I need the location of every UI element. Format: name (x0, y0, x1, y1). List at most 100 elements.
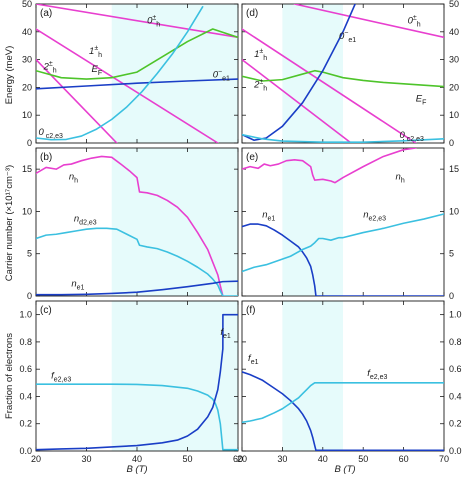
ylabel-carrier: Carrier number (×10¹⁷cm⁻³) (4, 165, 15, 281)
series-line-a_0h (36, 4, 238, 39)
ytick-label: 5 (449, 249, 454, 259)
panel-label-a: (a) (40, 8, 52, 19)
ytick-label: 40 (22, 27, 32, 37)
ytick-label: 0.8 (449, 337, 462, 347)
ytick-label: 1.0 (449, 310, 462, 320)
ytick-label: 0.0 (19, 446, 32, 456)
axes-frames (35, 3, 445, 452)
shaded-regions (111, 4, 343, 451)
series-line-e_nc (242, 213, 444, 273)
panel-label-e: (e) (246, 152, 258, 163)
series-line-a_e1 (36, 78, 238, 90)
ytick-label: 0.2 (19, 419, 32, 429)
xtick-label: 60 (399, 454, 409, 464)
series-line-a_2h (36, 58, 118, 143)
ytick-label: 50 (449, 0, 459, 9)
xtick-label: 40 (132, 454, 142, 464)
ytick-label: 1.0 (19, 310, 32, 320)
series-label: nh (396, 171, 405, 184)
panel-label-f: (f) (246, 305, 255, 316)
plot-frame-d (241, 3, 445, 144)
ytick-label: 15 (22, 164, 32, 174)
series-line-f_fe (242, 371, 444, 451)
ytick-label: 0 (27, 291, 32, 301)
ytick-label: 30 (22, 55, 32, 65)
ytick-label: 0.2 (449, 419, 462, 429)
xtick-label: 50 (358, 454, 368, 464)
series-label: 0±h (147, 14, 160, 28)
series-label: fe1 (220, 327, 231, 340)
xlabel-right: B (T) (334, 464, 355, 475)
ytick-label: 40 (449, 27, 459, 37)
ylabel-energy: Energy (meV) (4, 46, 15, 105)
shade-region-f (282, 301, 343, 451)
xtick-label: 40 (318, 454, 328, 464)
series-label: ne1 (262, 209, 275, 222)
series-label: nh (69, 171, 78, 184)
series-line-f_fc (242, 382, 444, 424)
ytick-label: 5 (27, 249, 32, 259)
ytick-label: 20 (449, 82, 459, 92)
xtick-label: 20 (31, 454, 41, 464)
ytick-label: 0.6 (449, 364, 462, 374)
series-label: 1±h (254, 48, 267, 62)
ytick-label: 0 (449, 138, 454, 148)
series-label: ne2,e3 (363, 209, 386, 222)
series-line-d_1h (242, 28, 417, 143)
series-label: 0 c2,e3 (400, 130, 424, 143)
series-label: nd2,e3 (74, 214, 97, 227)
shade-region-b (111, 148, 238, 296)
panel-label-c: (c) (40, 305, 52, 316)
ytick-label: 15 (449, 164, 459, 174)
series-line-a_ce (36, 5, 204, 141)
series-label: EF (92, 64, 103, 77)
series-line-a_ef (36, 28, 238, 80)
series-label: fe2,e3 (367, 368, 387, 381)
series-line-b_nh (36, 155, 224, 296)
series-line-b_ne (36, 280, 238, 296)
ytick-label: 10 (22, 206, 32, 216)
xtick-label: 20 (237, 454, 247, 464)
series-line-e_ne (242, 223, 444, 296)
series-line-a_1h (36, 28, 219, 143)
series-line-c_fc (36, 383, 238, 451)
ytick-label: 50 (22, 0, 32, 9)
shade-region-c (111, 301, 238, 451)
series-line-c_fe (36, 313, 238, 451)
ytick-label: 10 (449, 110, 459, 120)
series-line-b_nd (36, 227, 238, 296)
ytick-label: 0.4 (19, 391, 32, 401)
panel-label-d: (d) (246, 8, 258, 19)
ytick-label: 0.8 (19, 337, 32, 347)
xtick-label: 50 (182, 454, 192, 464)
shade-region-d (282, 4, 343, 143)
series-label: fe2,e3 (51, 371, 71, 384)
xlabel-left: B (T) (126, 464, 147, 475)
ytick-label: 10 (22, 110, 32, 120)
series-label: 0−e1 (339, 30, 356, 44)
ytick-label: 20 (22, 82, 32, 92)
ytick-label: 0.0 (449, 446, 462, 456)
ytick-label: 0 (27, 138, 32, 148)
series-label: 0−e1 (213, 69, 230, 83)
xtick-label: 30 (277, 454, 287, 464)
series-label: 1±h (89, 45, 102, 59)
series-line-d_e1 (242, 4, 356, 142)
ylabel-fraction: Fraction of electrons (4, 333, 15, 419)
series-label: EF (416, 93, 427, 106)
series-line-d_0h (293, 4, 444, 39)
series-label: 0±h (408, 14, 421, 28)
ytick-label: 30 (449, 55, 459, 65)
series-line-d_ce (242, 133, 444, 143)
ytick-label: 0.4 (449, 391, 462, 401)
series-line-d_ef (242, 69, 444, 88)
series-label: ne1 (71, 279, 84, 292)
series-label: 2±h (253, 78, 267, 92)
ytick-label: 0.6 (19, 364, 32, 374)
series-label: 2±h (43, 60, 57, 74)
series-line-e_nh (242, 148, 417, 184)
series-line-d_2h (242, 58, 352, 143)
xtick-label: 30 (81, 454, 91, 464)
ytick-label: 10 (449, 206, 459, 216)
